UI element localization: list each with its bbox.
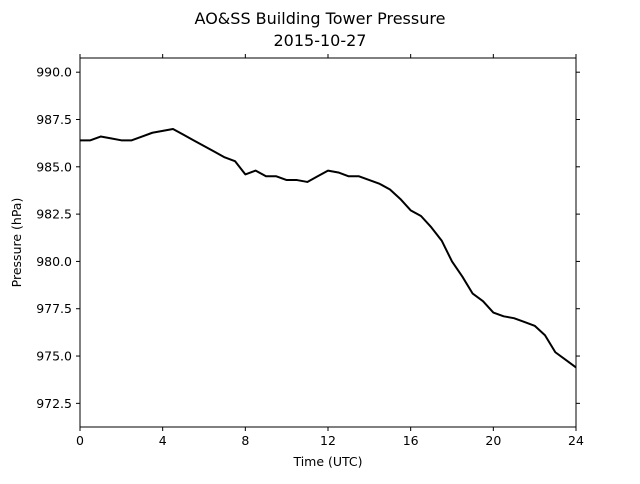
y-tick-label: 980.0 [36, 254, 72, 269]
y-tick-label: 990.0 [36, 65, 72, 80]
y-tick-label: 985.0 [36, 159, 72, 174]
x-tick-label: 24 [568, 433, 584, 448]
chart-subtitle: 2015-10-27 [274, 31, 367, 50]
y-tick-label: 975.0 [36, 349, 72, 364]
y-axis: 972.5 975.0 977.5 980.0 982.5 985.0 987.5 990.0 [36, 65, 580, 411]
pressure-line [80, 127, 577, 369]
y-tick-label: 977.5 [36, 301, 72, 316]
chart-title: AO&SS Building Tower Pressure [195, 9, 446, 28]
x-tick-label: 4 [159, 433, 167, 448]
x-axis-label: Time (UTC) [292, 454, 362, 469]
x-tick-label: 12 [320, 433, 336, 448]
plot-area [79, 57, 577, 428]
x-tick-label: 16 [403, 433, 419, 448]
y-tick-label: 972.5 [36, 396, 72, 411]
data-series [80, 127, 577, 369]
x-tick-label: 0 [76, 433, 84, 448]
x-tick-label: 8 [241, 433, 249, 448]
y-tick-label: 982.5 [36, 207, 72, 222]
y-axis-label: Pressure (hPa) [9, 198, 24, 288]
y-tick-label: 987.5 [36, 112, 72, 127]
x-tick-label: 20 [485, 433, 501, 448]
x-axis: 0 4 8 12 16 20 24 [76, 54, 584, 448]
